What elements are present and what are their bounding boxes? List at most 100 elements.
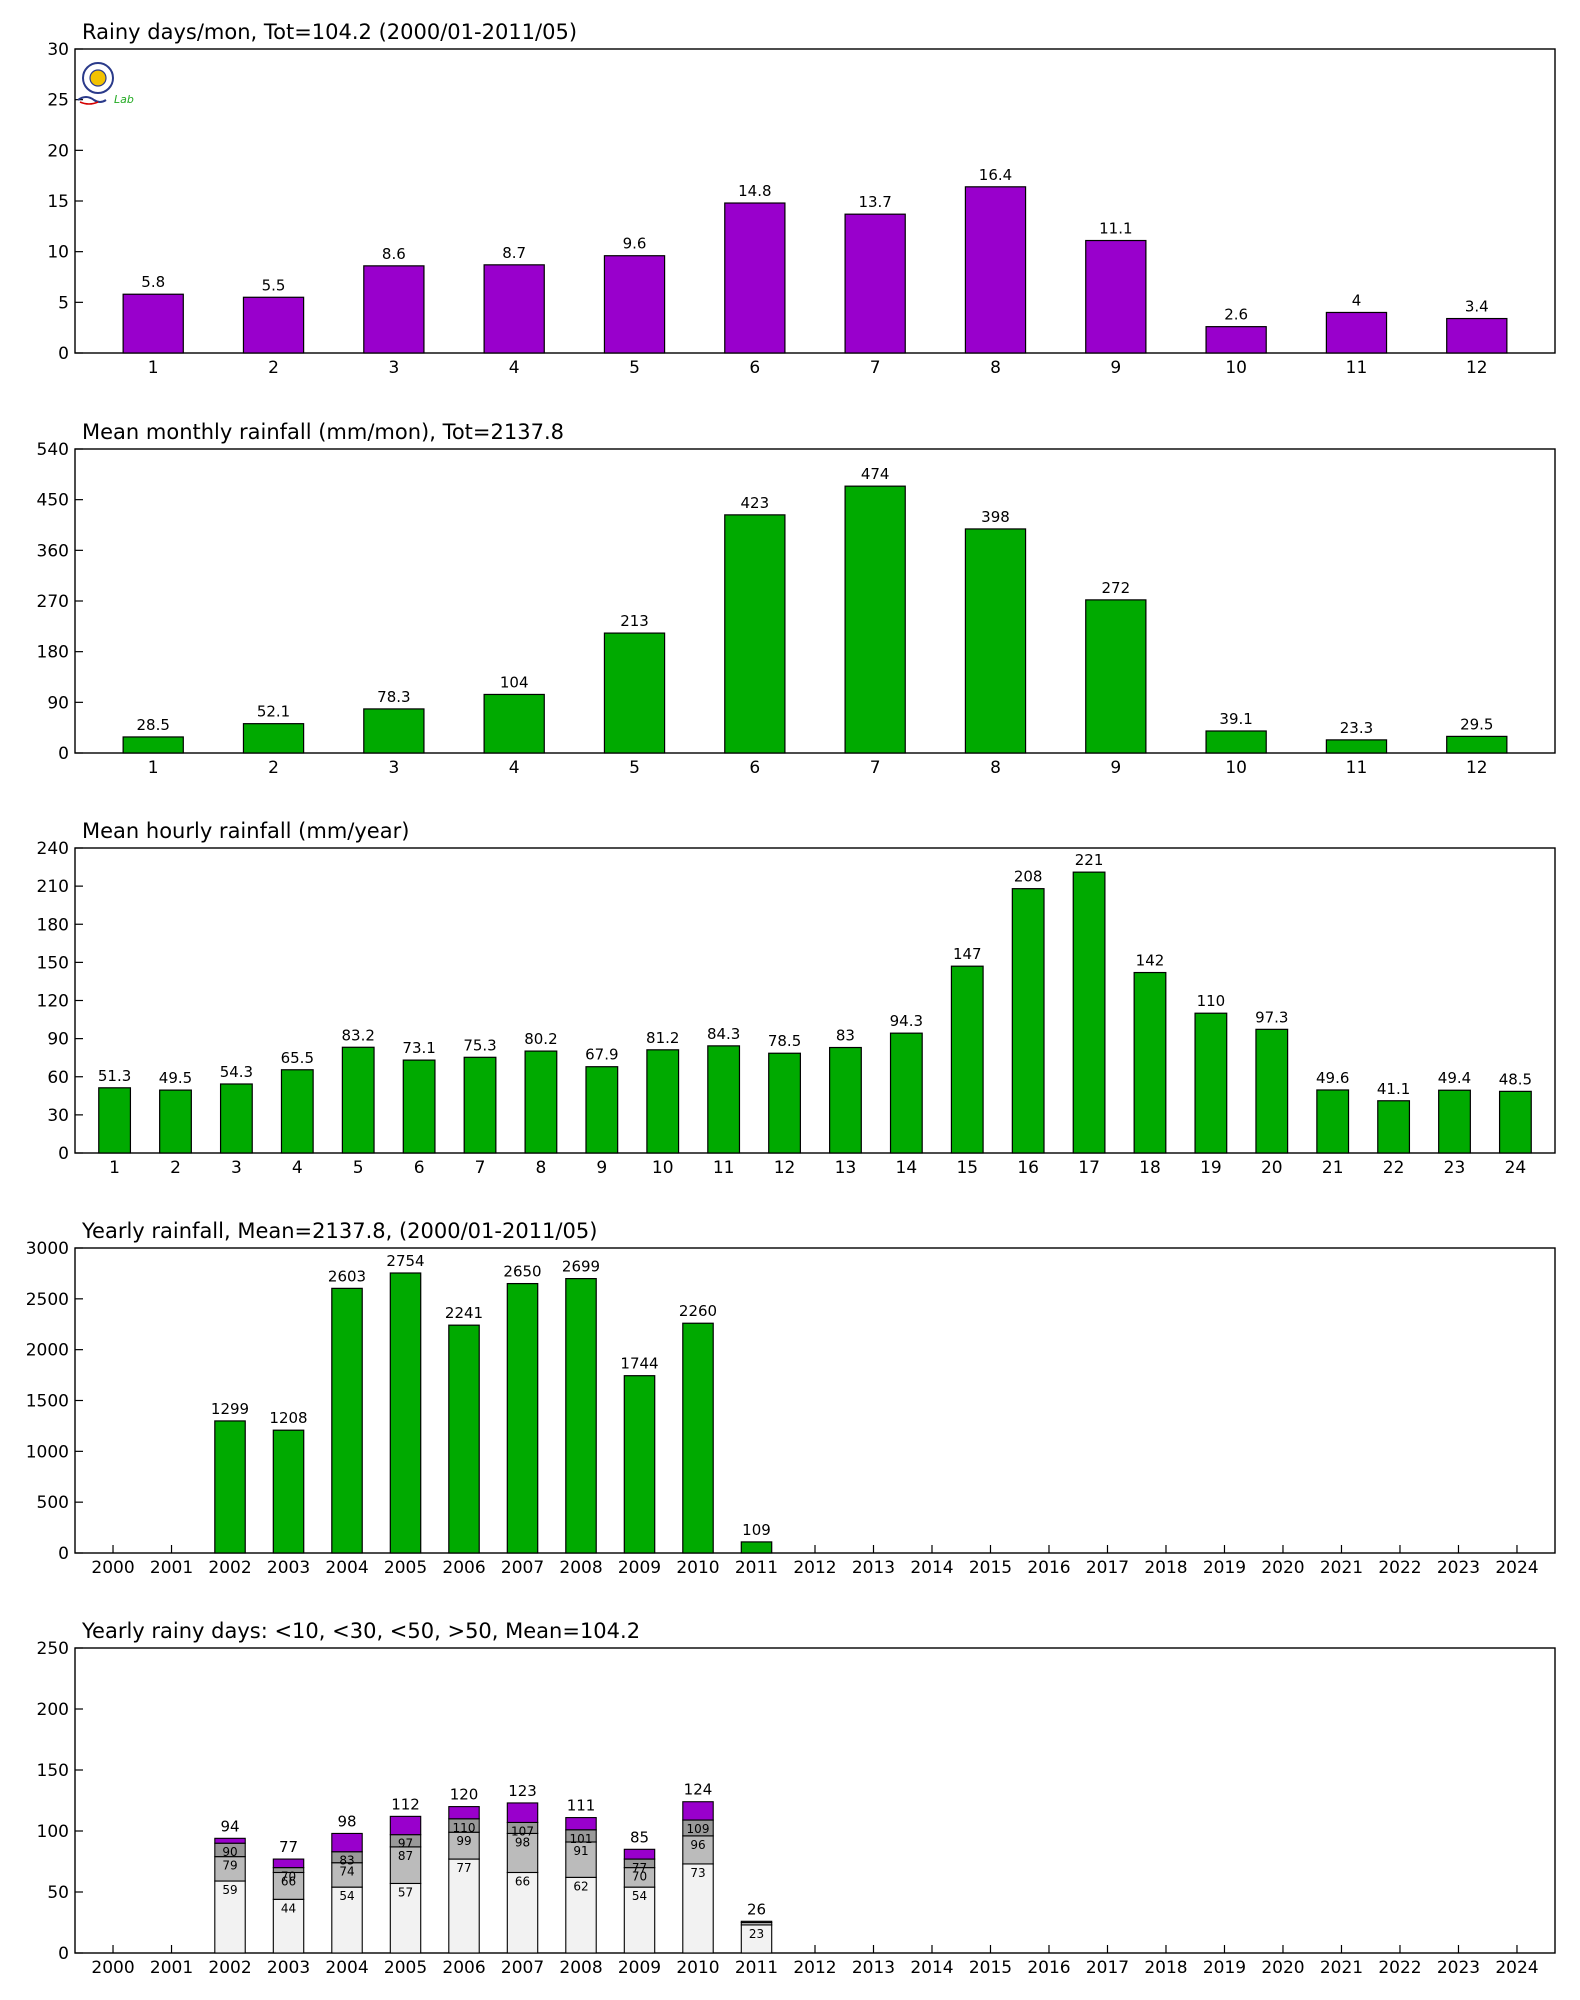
x-tick-label: 2020 [1261,1958,1304,1978]
stack-total-label: 98 [337,1812,356,1830]
bar-value-label: 2260 [679,1302,717,1320]
bar-value-label: 398 [981,508,1010,526]
bar [1011,888,1045,1154]
x-tick-label: 2003 [267,1558,310,1578]
logo-emblem: Lab [77,62,134,106]
x-tick-label: 2023 [1437,1558,1480,1578]
y-tick-label: 30 [47,40,69,60]
x-tick-label: 2015 [969,1958,1012,1978]
bar-value-label: 4 [1352,291,1362,309]
bar [1205,326,1267,354]
y-tick-label: 240 [37,839,69,859]
bar-value-label: 5.5 [262,276,286,294]
stack-segment-label: 87 [398,1849,413,1863]
chart-title: Yearly rainfall, Mean=2137.8, (2000/01-2… [81,1219,597,1243]
bar-value-label: 1208 [269,1409,307,1427]
x-tick-label: 5 [629,758,640,778]
x-tick-label: 2022 [1378,1958,1421,1978]
stack-segment [448,1858,480,1954]
bar [1316,1089,1350,1154]
bar-value-label: 84.3 [707,1025,740,1043]
bar-value-label: 8.7 [502,244,526,262]
y-tick-label: 90 [47,693,69,713]
y-tick-label: 180 [37,915,69,935]
y-tick-label: 120 [37,992,69,1012]
stack-segment [682,1801,714,1821]
bar [159,1089,192,1154]
bar [740,1541,773,1554]
bar [1498,1090,1532,1154]
x-tick-label: 3 [388,358,399,378]
x-tick-label: 2011 [735,1558,778,1578]
y-tick-label: 2000 [26,1341,69,1361]
bar [280,1069,314,1154]
stack-total-label: 124 [684,1781,713,1799]
x-tick-label: 7 [870,358,881,378]
x-tick-label: 16 [1017,1158,1039,1178]
bar-value-label: 13.7 [858,193,891,211]
y-tick-label: 10 [47,243,69,263]
stack-segment-label: 23 [749,1927,764,1941]
x-tick-label: 5 [353,1158,364,1178]
stack-total-label: 120 [450,1786,479,1804]
stack-segment-label: 99 [456,1834,471,1848]
x-tick-label: 11 [1346,358,1368,378]
bar-value-label: 221 [1075,851,1104,869]
stack-segment [214,1837,246,1844]
x-tick-label: 2000 [91,1958,134,1978]
chart-panel-5: Yearly rainy days: <10, <30, <50, >50, M… [37,1619,1556,1978]
bar [603,632,666,754]
bar [214,1420,246,1554]
x-tick-label: 2007 [501,1958,544,1978]
bar-value-label: 67.9 [585,1046,618,1064]
stack-segment-label: 79 [222,1859,237,1873]
logo-swoosh-blue [77,96,107,103]
y-tick-label: 210 [37,877,69,897]
bar [242,723,305,754]
x-tick-label: 2019 [1203,1958,1246,1978]
y-tick-label: 0 [58,744,69,764]
bar-value-label: 14.8 [738,182,771,200]
bar [1377,1100,1411,1154]
bar [1255,1028,1289,1154]
stack-segment [565,1817,597,1831]
bar [724,202,786,354]
x-tick-label: 3 [231,1158,242,1178]
stack-segment-label: 54 [339,1889,354,1903]
bar-value-label: 49.6 [1316,1069,1349,1087]
bar [964,528,1027,754]
bar-value-label: 11.1 [1099,220,1132,238]
bar-value-label: 474 [861,465,890,483]
bar [341,1046,375,1154]
bar-value-label: 80.2 [524,1030,557,1048]
logo-swoosh-red [79,101,99,105]
x-tick-label: 2022 [1378,1558,1421,1578]
bar-value-label: 2241 [445,1304,483,1322]
stack-segment [389,1882,422,1954]
y-tick-label: 0 [58,1944,69,1964]
stack-total-label: 123 [508,1782,537,1800]
chart-title: Mean monthly rainfall (mm/mon), Tot=2137… [82,420,564,444]
x-tick-label: 17 [1078,1158,1100,1178]
x-tick-label: 2002 [208,1958,251,1978]
stack-segment-label: 107 [511,1824,534,1838]
stack-total-label: 26 [747,1900,766,1918]
bar [483,264,545,354]
x-tick-label: 1 [148,358,159,378]
x-tick-label: 5 [629,358,640,378]
stack-segment [331,1886,363,1954]
bar-value-label: 65.5 [281,1049,314,1067]
x-tick-label: 2 [170,1158,181,1178]
bar-value-label: 48.5 [1499,1070,1532,1088]
stack-segment-label: 96 [690,1838,705,1852]
y-tick-label: 270 [37,592,69,612]
stack-segment-label: 91 [573,1844,588,1858]
stack-segment-label: 62 [573,1879,588,1893]
x-tick-label: 12 [1466,758,1488,778]
bar [1438,1089,1471,1154]
bar-value-label: 9.6 [623,235,647,253]
y-tick-label: 5 [58,293,69,313]
bar [768,1052,801,1154]
x-tick-label: 3 [388,758,399,778]
x-tick-label: 12 [774,1158,796,1178]
